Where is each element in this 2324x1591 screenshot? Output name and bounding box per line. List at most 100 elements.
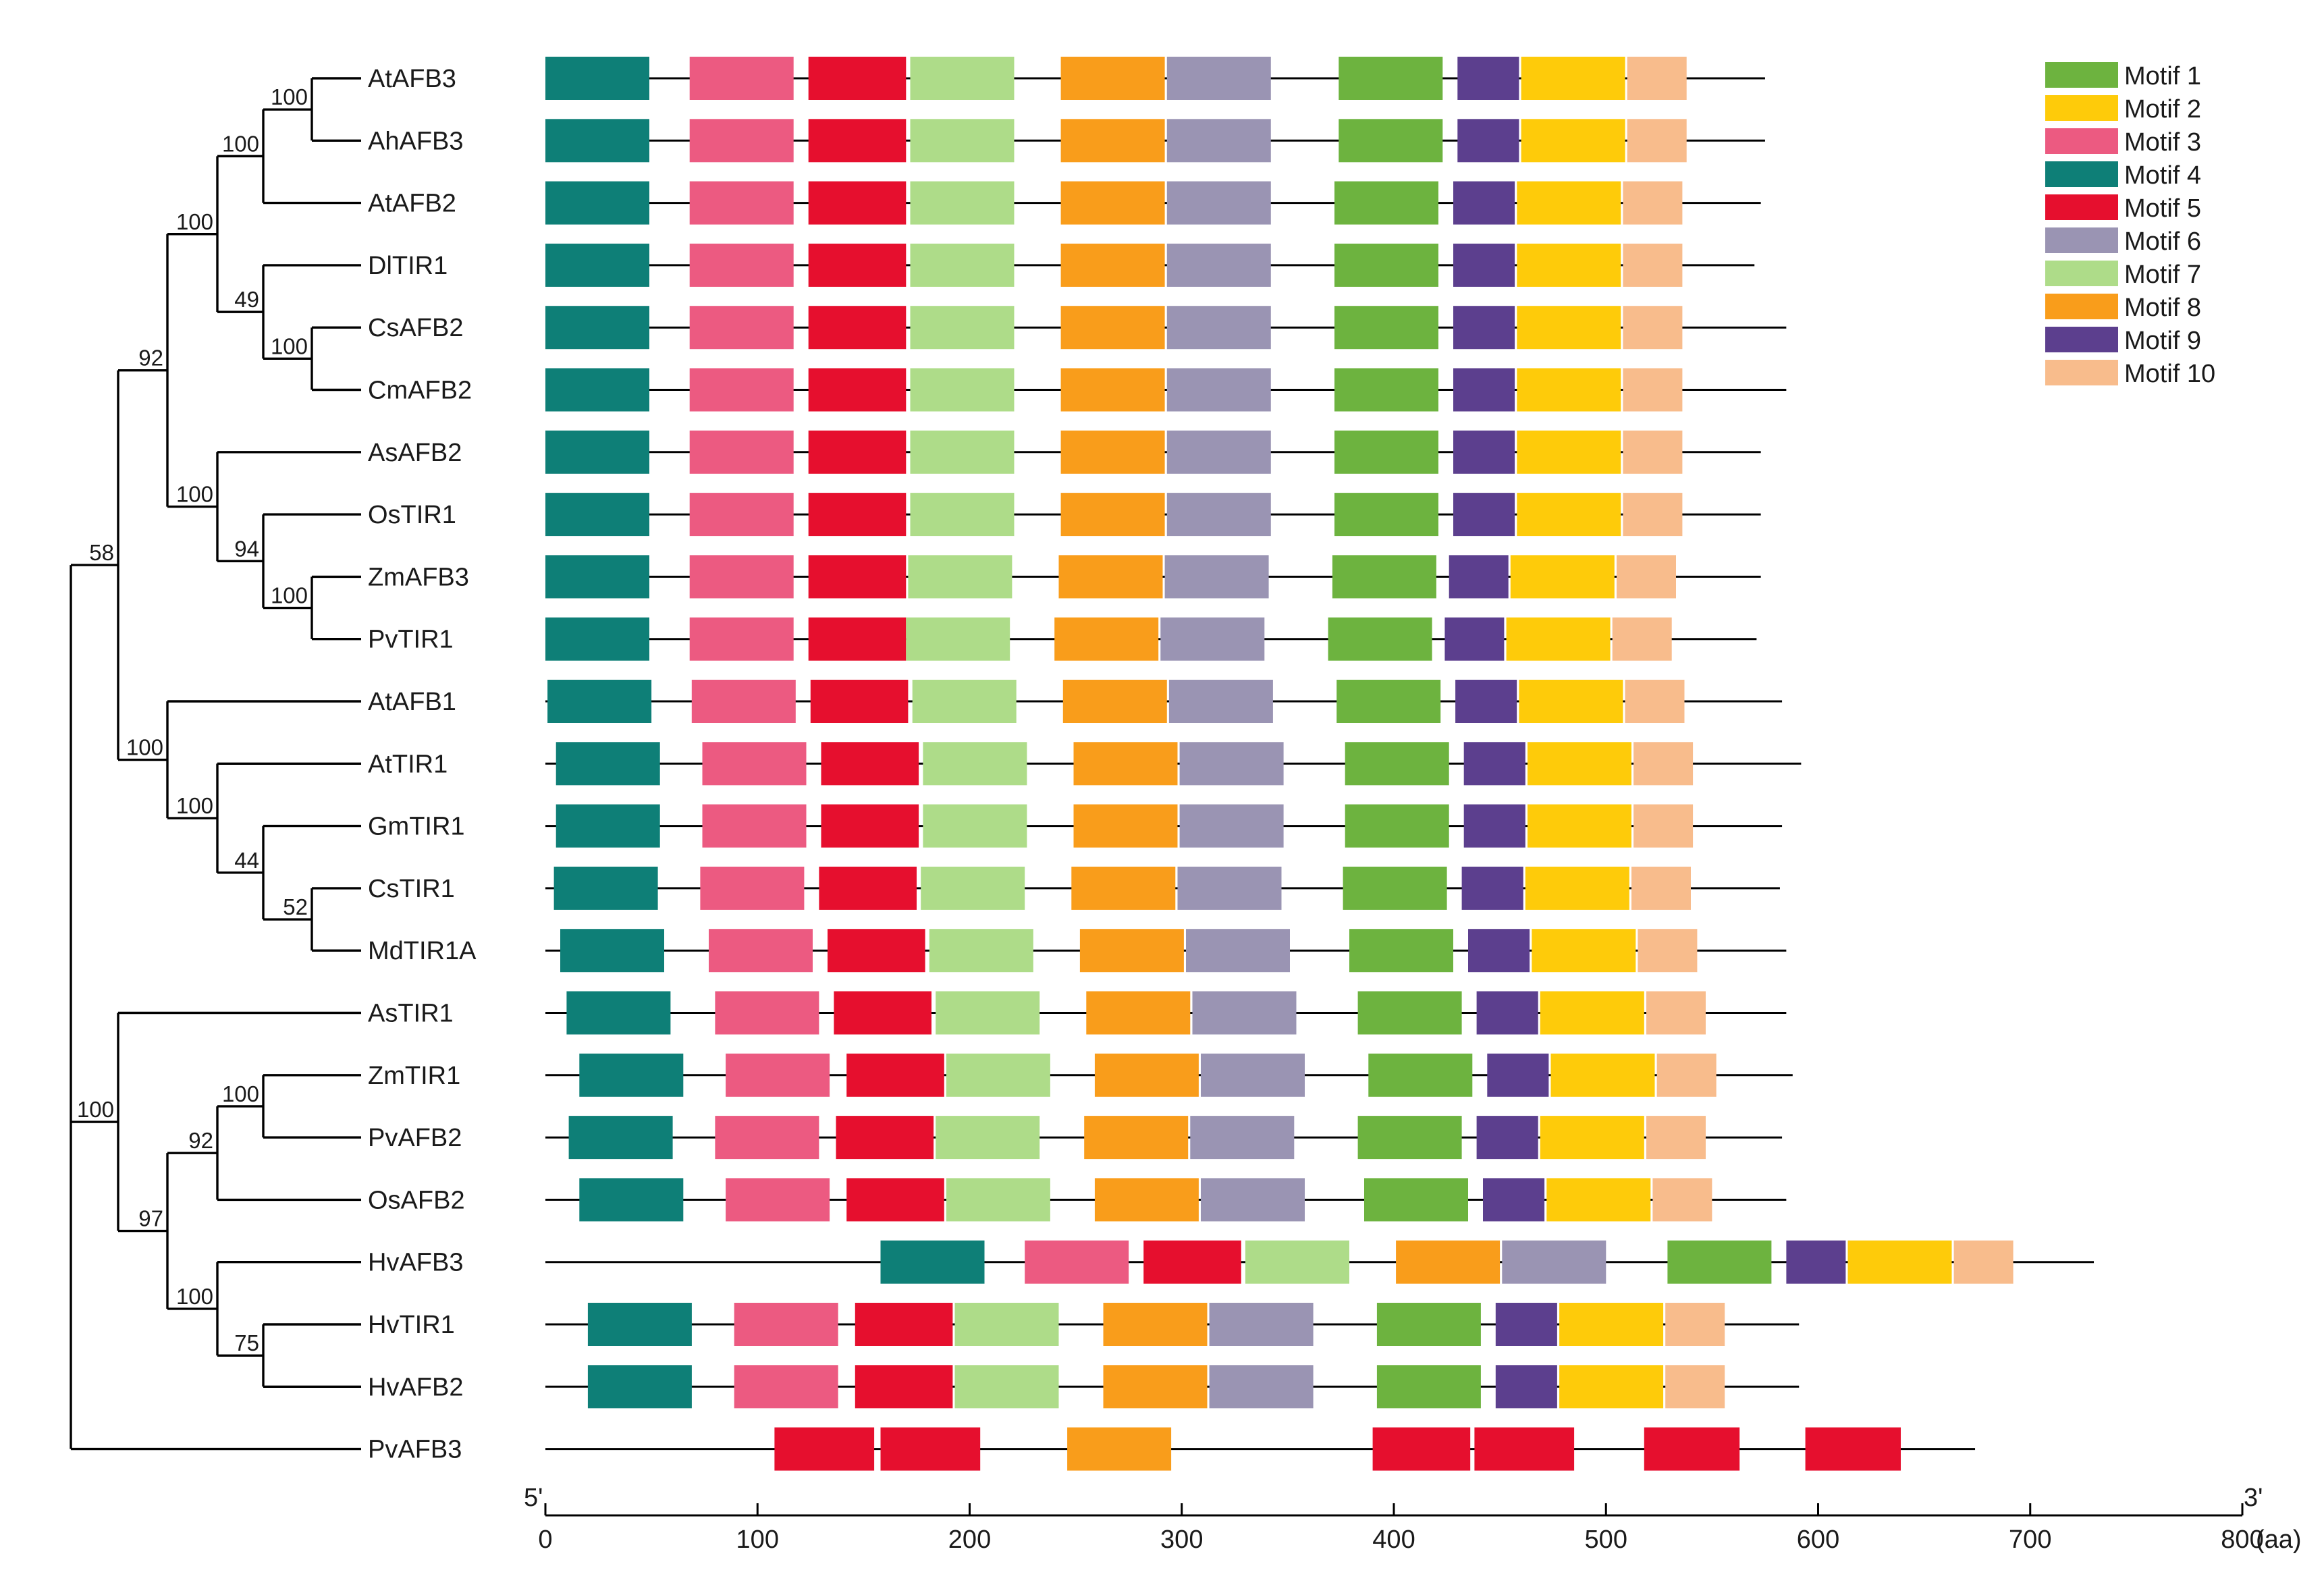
- motif-4-box: [556, 742, 660, 786]
- protein-name: AtTIR1: [368, 750, 448, 778]
- motif-9-box: [1457, 119, 1519, 163]
- motif-8-box: [1071, 866, 1176, 910]
- motif-2-box: [1519, 680, 1623, 723]
- protein-name: DlTIR1: [368, 252, 448, 280]
- motif-4-box: [579, 1178, 684, 1222]
- motif-1-box: [1334, 430, 1438, 474]
- motif-5-box: [808, 493, 907, 537]
- motif-10-box: [1646, 991, 1706, 1035]
- motif-4-box: [566, 991, 671, 1035]
- motif-4-box: [568, 1116, 673, 1160]
- legend-item: Motif 9: [2045, 327, 2201, 355]
- motif-1-box: [1339, 57, 1443, 100]
- motif-1-box: [1349, 929, 1453, 973]
- motif-9-box: [1786, 1240, 1846, 1284]
- motif-1-box: [1336, 680, 1441, 723]
- motif-9-box: [1453, 306, 1515, 350]
- motif-8-box: [1396, 1240, 1501, 1284]
- motif-6-box: [1164, 555, 1269, 599]
- legend-label: Motif 2: [2124, 95, 2201, 124]
- legend-item: Motif 3: [2045, 128, 2201, 157]
- motif-tracks: [545, 57, 2095, 1471]
- motif-9-box: [1453, 430, 1515, 474]
- motif-3-box: [700, 866, 805, 910]
- motif-1-box: [1334, 181, 1438, 225]
- protein-row-ZmTIR1: [545, 1053, 1793, 1097]
- motif-5-box: [808, 430, 907, 474]
- motif-2-box: [1550, 1053, 1655, 1097]
- axis-tick-label: 100: [736, 1526, 779, 1554]
- protein-name: AsAFB2: [368, 439, 462, 467]
- motif-7-box: [910, 306, 1015, 350]
- motif-9-box: [1455, 680, 1517, 723]
- protein-name: CmAFB2: [368, 377, 472, 405]
- bootstrap-value: 100: [271, 84, 308, 109]
- motif-10-box: [1617, 555, 1676, 599]
- bootstrap-value: 52: [283, 894, 308, 919]
- motif-4-box: [545, 430, 649, 474]
- motif-8-box: [1054, 617, 1159, 661]
- motif-7-box: [929, 929, 1033, 973]
- motif-3-box: [689, 430, 794, 474]
- motif-1-box: [1334, 243, 1438, 287]
- motif-5-box: [834, 991, 931, 1035]
- motif-7-box: [923, 804, 1027, 848]
- motif-3-box: [689, 243, 794, 287]
- protein-row-PvAFB3: [545, 1427, 1976, 1471]
- motif-6-box: [1201, 1178, 1305, 1222]
- motif-5-box: [821, 804, 919, 848]
- motif-3-box: [715, 991, 819, 1035]
- five-prime-label: 5': [524, 1484, 543, 1512]
- motif-8-box: [1073, 742, 1178, 786]
- motif-1-box: [1368, 1053, 1473, 1097]
- motif-5-box: [828, 929, 925, 973]
- motif-5-box: [846, 1178, 944, 1222]
- legend-item: Motif 1: [2045, 62, 2201, 90]
- motif-2-box: [1525, 866, 1629, 910]
- bootstrap-value: 100: [126, 735, 163, 760]
- protein-name: HvAFB2: [368, 1373, 463, 1401]
- motif-8-box: [1060, 181, 1165, 225]
- axis-tick-label: 400: [1372, 1526, 1415, 1554]
- motif-3-box: [689, 119, 794, 163]
- protein-row-CsAFB2: [545, 306, 1787, 350]
- motif-5-box: [836, 1116, 934, 1160]
- motif-1-box: [1667, 1240, 1772, 1284]
- motif-10-box: [1623, 243, 1683, 287]
- bootstrap-value: 75: [234, 1330, 259, 1355]
- protein-row-MdTIR1A: [545, 929, 1787, 973]
- legend-item: Motif 7: [2045, 261, 2201, 289]
- motif-1-box: [1357, 991, 1462, 1035]
- legend-label: Motif 6: [2124, 227, 2201, 256]
- motif-9-box: [1463, 742, 1525, 786]
- bootstrap-value: 92: [188, 1128, 213, 1153]
- motif-3-box: [689, 555, 794, 599]
- motif-legend: Motif 1 Motif 2 Motif 3 Motif 4 Motif 5 Motif…: [2045, 62, 2215, 388]
- motif-5-box: [1474, 1427, 1575, 1471]
- motif-1-box: [1357, 1116, 1462, 1160]
- motif-7-box: [921, 866, 1025, 910]
- motif-9-box: [1468, 929, 1530, 973]
- axis-tick-label: 200: [948, 1526, 991, 1554]
- legend-label: Motif 7: [2124, 261, 2201, 289]
- protein-row-DlTIR1: [545, 243, 1755, 287]
- bootstrap-value: 100: [271, 583, 308, 608]
- motif-1-box: [1328, 617, 1432, 661]
- motif-2-box: [1517, 306, 1621, 350]
- motif-6-box: [1166, 57, 1271, 100]
- protein-name: PvTIR1: [368, 626, 454, 654]
- motif-5-box: [880, 1427, 981, 1471]
- motif-7-box: [910, 181, 1015, 225]
- motif-4-box: [579, 1053, 684, 1097]
- protein-row-AtAFB3: [545, 57, 1765, 100]
- protein-name: CsTIR1: [368, 875, 455, 903]
- motif-5-box: [1143, 1240, 1241, 1284]
- motif-8-box: [1060, 57, 1165, 100]
- motif-9-box: [1453, 181, 1515, 225]
- protein-name: ZmAFB3: [368, 563, 469, 591]
- motif-7-box: [954, 1303, 1059, 1346]
- protein-row-ZmAFB3: [545, 555, 1761, 599]
- motif-10-box: [1623, 181, 1683, 225]
- motif-2-box: [1559, 1303, 1664, 1346]
- legend-swatch: [2045, 360, 2118, 385]
